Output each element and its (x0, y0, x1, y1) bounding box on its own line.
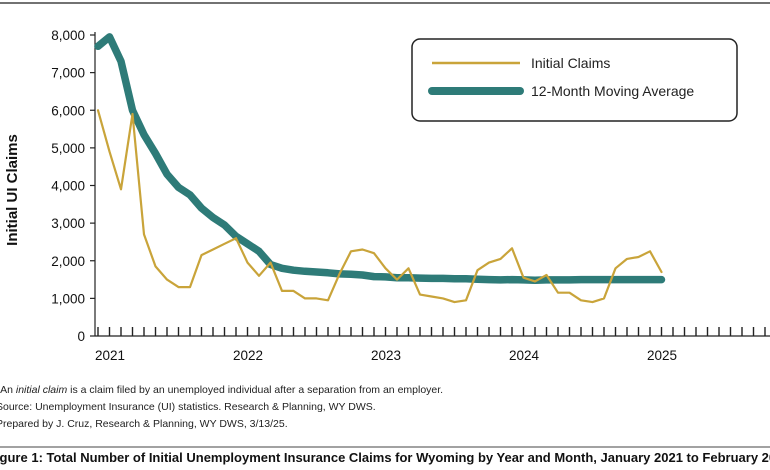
y-tick-label: 3,000 (51, 216, 85, 231)
x-tick-label: 2022 (233, 348, 263, 363)
series-line-initial-claims (96, 109, 663, 304)
x-tick-label: 2025 (647, 348, 677, 363)
note-definition-term: initial claim (15, 384, 68, 396)
legend: Initial Claims 12-Month Moving Average (411, 38, 738, 122)
legend-label-initial-claims: Initial Claims (531, 55, 610, 71)
y-axis-title: Initial UI Claims (4, 134, 21, 246)
y-tick-label: 2,000 (51, 254, 85, 269)
y-tick-label: 8,000 (51, 28, 85, 43)
x-tick-label: 2023 (371, 348, 401, 363)
y-tick-label: 1,000 (51, 291, 85, 306)
x-tick-label: 2021 (95, 348, 125, 363)
y-tick-label: 4,000 (51, 179, 85, 194)
series-layer (94, 33, 666, 304)
figure-caption: Figure 1: Total Number of Initial Unempl… (0, 450, 770, 465)
series-line-moving-average (94, 33, 666, 285)
legend-box (411, 38, 738, 122)
y-tick-label: 7,000 (51, 66, 85, 81)
axes: 0 1,000 2,000 3,000 4,000 5,000 6,000 7,000 8,00… (4, 28, 770, 363)
note-definition: *An initial claim is a claim filed by an… (0, 384, 443, 396)
y-tick-label: 6,000 (51, 103, 85, 118)
note-definition-suffix: is a claim filed by an unemployed indivi… (67, 384, 444, 396)
legend-label-moving-average: 12-Month Moving Average (531, 83, 694, 99)
note-source: Source: Unemployment Insurance (UI) stat… (0, 401, 376, 413)
y-tick-label: 0 (77, 329, 85, 344)
note-prepared-by: Prepared by J. Cruz, Research & Planning… (0, 418, 288, 430)
note-definition-prefix: *An (0, 384, 13, 396)
y-tick-label: 5,000 (51, 141, 85, 156)
x-tick-label: 2024 (509, 348, 540, 363)
